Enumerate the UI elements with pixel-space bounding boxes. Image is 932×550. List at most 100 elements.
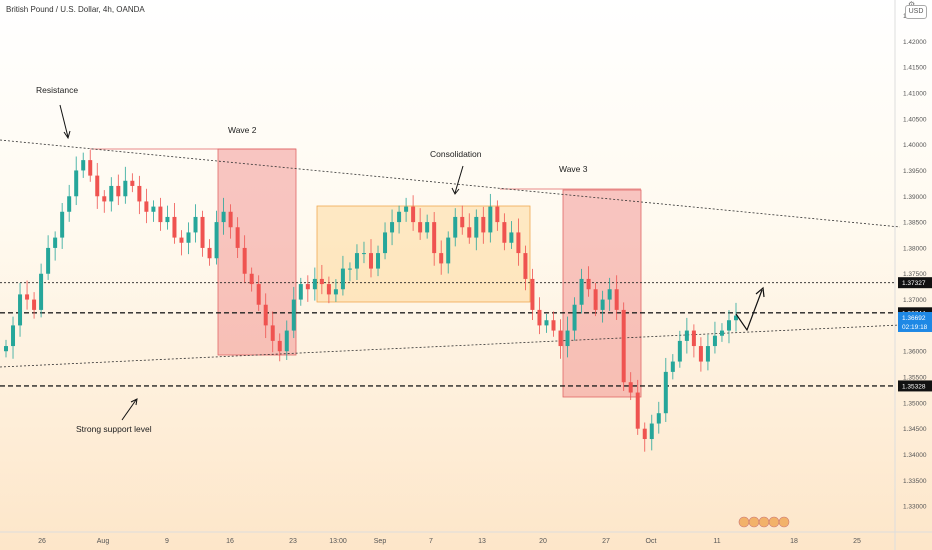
candle [425, 222, 430, 233]
resistance-trendline [0, 139, 901, 228]
candle [354, 253, 359, 269]
x-tick-label: Sep [374, 538, 387, 545]
candle [235, 227, 240, 248]
candle [467, 227, 472, 238]
currency-badge[interactable]: USD [905, 5, 927, 19]
candle [347, 268, 352, 270]
candle [474, 216, 479, 238]
candle [102, 196, 107, 202]
candle [172, 216, 177, 238]
candle [256, 284, 261, 305]
candle [193, 216, 198, 233]
x-tick-label: 11 [713, 538, 720, 545]
candle [305, 284, 310, 290]
consolidation-zone[interactable] [316, 205, 531, 303]
news-icon[interactable] [778, 516, 790, 528]
candle [537, 309, 542, 326]
y-tick-label: 1.34000 [903, 452, 927, 459]
candle [551, 320, 556, 331]
y-tick-label: 1.36000 [903, 349, 927, 356]
candle [158, 206, 163, 223]
candle [691, 330, 696, 347]
y-tick-label: 1.39500 [903, 168, 927, 175]
candle [383, 232, 388, 254]
candle [74, 170, 79, 197]
resistance-arrow-head [63, 130, 71, 140]
candle [123, 180, 128, 197]
candle [361, 253, 366, 255]
candle [109, 185, 114, 202]
candle [712, 335, 717, 347]
news-icon[interactable] [758, 516, 770, 528]
candle [600, 299, 605, 310]
candle [207, 247, 212, 259]
candle [291, 299, 296, 331]
y-tick-label: 1.37000 [903, 297, 927, 304]
candle [635, 392, 640, 429]
news-icon[interactable] [748, 516, 760, 528]
news-icon[interactable] [738, 516, 750, 528]
candle [439, 253, 444, 264]
candle [684, 330, 689, 341]
candle [137, 185, 142, 202]
y-tick-label: 1.41500 [903, 65, 927, 72]
price-label-box [898, 311, 932, 323]
consolidation-arrow [454, 165, 464, 194]
x-tick-label: 20 [539, 538, 547, 545]
candle [46, 247, 51, 274]
x-tick-label: 13 [478, 538, 486, 545]
gear-icon[interactable]: ⚙ [908, 0, 915, 9]
candle [25, 294, 30, 300]
support-trendline [0, 324, 901, 368]
candle [116, 185, 121, 197]
wave-3-zone[interactable] [562, 189, 642, 398]
candle [263, 304, 268, 326]
candle [670, 361, 675, 372]
wave-2-zone[interactable] [217, 148, 297, 356]
candle [249, 273, 254, 285]
candle [621, 309, 626, 383]
candle [67, 196, 72, 212]
x-tick-label: 25 [853, 538, 861, 545]
y-tick-label: 1.38000 [903, 245, 927, 252]
candle [607, 289, 612, 300]
news-icon[interactable] [768, 516, 780, 528]
candle [698, 346, 703, 362]
projection-arrow [735, 289, 763, 332]
price-label: 1.36692 [902, 315, 926, 322]
candle [221, 211, 226, 223]
candle [333, 289, 338, 295]
candle [565, 330, 570, 347]
candle [144, 201, 149, 212]
candle [628, 382, 633, 393]
candle [397, 211, 402, 223]
candle [312, 278, 317, 290]
candle [488, 206, 493, 233]
candle [242, 247, 247, 274]
y-tick-label: 1.37500 [903, 271, 927, 278]
candle [39, 273, 44, 310]
candle [656, 413, 661, 424]
candle [446, 237, 451, 264]
candle [277, 340, 282, 352]
candle [186, 232, 191, 243]
candle [326, 284, 331, 295]
candle [558, 330, 563, 347]
news-icons[interactable] [738, 516, 790, 528]
candle [663, 371, 668, 414]
candle [530, 278, 535, 310]
price-label: 1.37327 [902, 280, 926, 287]
x-tick-label: 16 [226, 538, 234, 545]
candle [95, 175, 100, 197]
candle [418, 222, 423, 233]
candle [719, 330, 724, 336]
annotation-support: Strong support level [76, 424, 152, 434]
candle [32, 299, 37, 310]
x-tick-label: 27 [602, 538, 610, 545]
candle [284, 330, 289, 352]
x-tick-label: 7 [429, 538, 433, 545]
price-label-box [898, 277, 932, 289]
candle [319, 278, 324, 285]
